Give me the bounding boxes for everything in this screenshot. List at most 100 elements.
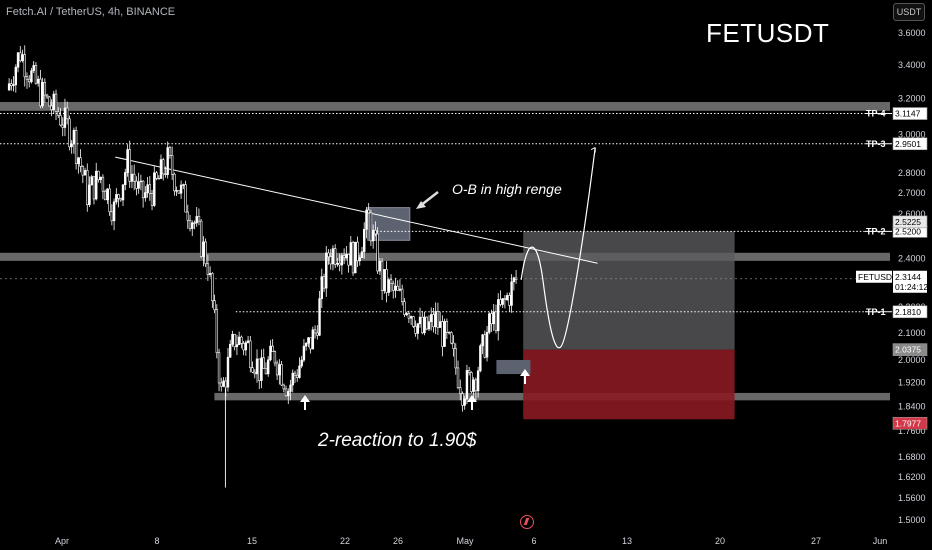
candle-body — [392, 283, 395, 291]
tp-label-tp-1: TP-1 — [866, 307, 886, 317]
candle-body — [474, 379, 478, 392]
candle-body — [45, 94, 49, 98]
y-tick-label: 2.0000 — [898, 355, 926, 365]
candle-body — [119, 198, 122, 201]
y-tick-label: 2.6000 — [898, 209, 926, 219]
candle-body — [510, 281, 513, 306]
candle-body — [367, 209, 370, 214]
candle-body — [266, 359, 270, 375]
candle-body — [280, 364, 283, 386]
price-badge-entry-bg — [892, 343, 928, 356]
candle-body — [220, 382, 223, 387]
candle-body — [121, 184, 125, 201]
candle-body — [229, 343, 232, 358]
candle-body — [371, 229, 375, 242]
tp-badge-tp-3: 2.9501 — [895, 139, 921, 149]
candle-body — [349, 242, 353, 266]
zone-mid — [0, 252, 890, 261]
candle-body — [48, 96, 51, 107]
candle-body — [304, 342, 308, 347]
candle-body — [293, 372, 297, 376]
candle-body — [162, 159, 165, 175]
order-block-annotation: O-B in high renge — [452, 181, 562, 197]
y-tick-label: 1.5000 — [898, 515, 926, 525]
tp-badge-tp-1: 2.1810 — [895, 307, 921, 317]
tv-logo-icon[interactable] — [520, 515, 534, 529]
candle-body — [501, 298, 504, 305]
candle-body — [394, 285, 397, 291]
y-tick-label: 1.6800 — [898, 452, 926, 462]
tp-label-tp-2: TP-2 — [866, 226, 886, 236]
candle-body — [260, 357, 263, 381]
candle-body — [443, 321, 446, 347]
candle-body — [159, 159, 163, 179]
candle-body — [204, 241, 207, 265]
candle-body — [398, 288, 402, 291]
candle-body — [340, 255, 344, 266]
candle-body — [83, 170, 87, 176]
candle-body — [423, 316, 426, 334]
last-price-countdown: 01:24:12 — [895, 282, 928, 292]
candle-body — [327, 252, 330, 258]
price-badge-top: 2.5225 — [895, 217, 921, 227]
candle-body — [456, 367, 460, 389]
candle-body — [179, 184, 183, 194]
candle-body — [251, 367, 254, 373]
candle-body — [467, 370, 471, 373]
candle-body — [90, 176, 93, 186]
candle-body — [81, 166, 85, 176]
candle-body — [153, 172, 156, 206]
candle-body — [378, 260, 382, 272]
candle-body — [492, 311, 495, 325]
candle-body — [275, 362, 279, 376]
candle-body — [418, 316, 422, 325]
candle-body — [356, 241, 359, 262]
candle-body — [97, 170, 100, 180]
candle-body — [497, 299, 500, 332]
candle-body — [244, 342, 248, 351]
candle-body — [117, 194, 120, 199]
candle-body — [137, 181, 140, 189]
candle-body — [193, 222, 196, 224]
candle-body — [197, 216, 201, 222]
y-tick-label: 1.5600 — [898, 493, 926, 503]
candle-body — [65, 107, 69, 120]
candle-body — [396, 285, 399, 291]
price-badge-entry: 2.0375 — [895, 345, 921, 355]
zone-resistance — [0, 102, 890, 111]
last-symbol-label: FETUSDT — [858, 272, 897, 282]
candle-body — [503, 298, 507, 300]
candle-body — [32, 65, 35, 71]
currency-button[interactable]: USDT — [893, 3, 925, 21]
candle-body — [246, 340, 250, 343]
candle-body — [403, 301, 406, 315]
arrow-icon — [590, 147, 596, 153]
candle-body — [170, 155, 174, 175]
candle-body — [199, 220, 203, 257]
candle-body — [264, 368, 268, 375]
candle-body — [336, 262, 339, 265]
candle-body — [414, 326, 417, 334]
candle-body — [309, 337, 312, 350]
candle-body — [405, 313, 408, 315]
candle-body — [16, 52, 20, 68]
candle-body — [380, 260, 384, 291]
candle-body — [329, 256, 332, 265]
candle-body — [215, 309, 219, 353]
candle-body — [369, 212, 373, 242]
candle-body — [19, 52, 22, 62]
candle-body — [50, 105, 53, 110]
candle-body — [61, 124, 64, 128]
candle-body — [242, 343, 245, 351]
y-tick-label: 3.0000 — [898, 129, 926, 139]
candle-body — [494, 311, 498, 332]
y-tick-label: 3.2000 — [898, 94, 926, 104]
candle-body — [284, 388, 288, 397]
candle-body — [479, 345, 482, 372]
candle-body — [135, 180, 138, 189]
candle-body — [351, 242, 355, 274]
candle-body — [233, 334, 236, 348]
candle-body — [86, 170, 89, 205]
candle-body — [436, 311, 440, 328]
